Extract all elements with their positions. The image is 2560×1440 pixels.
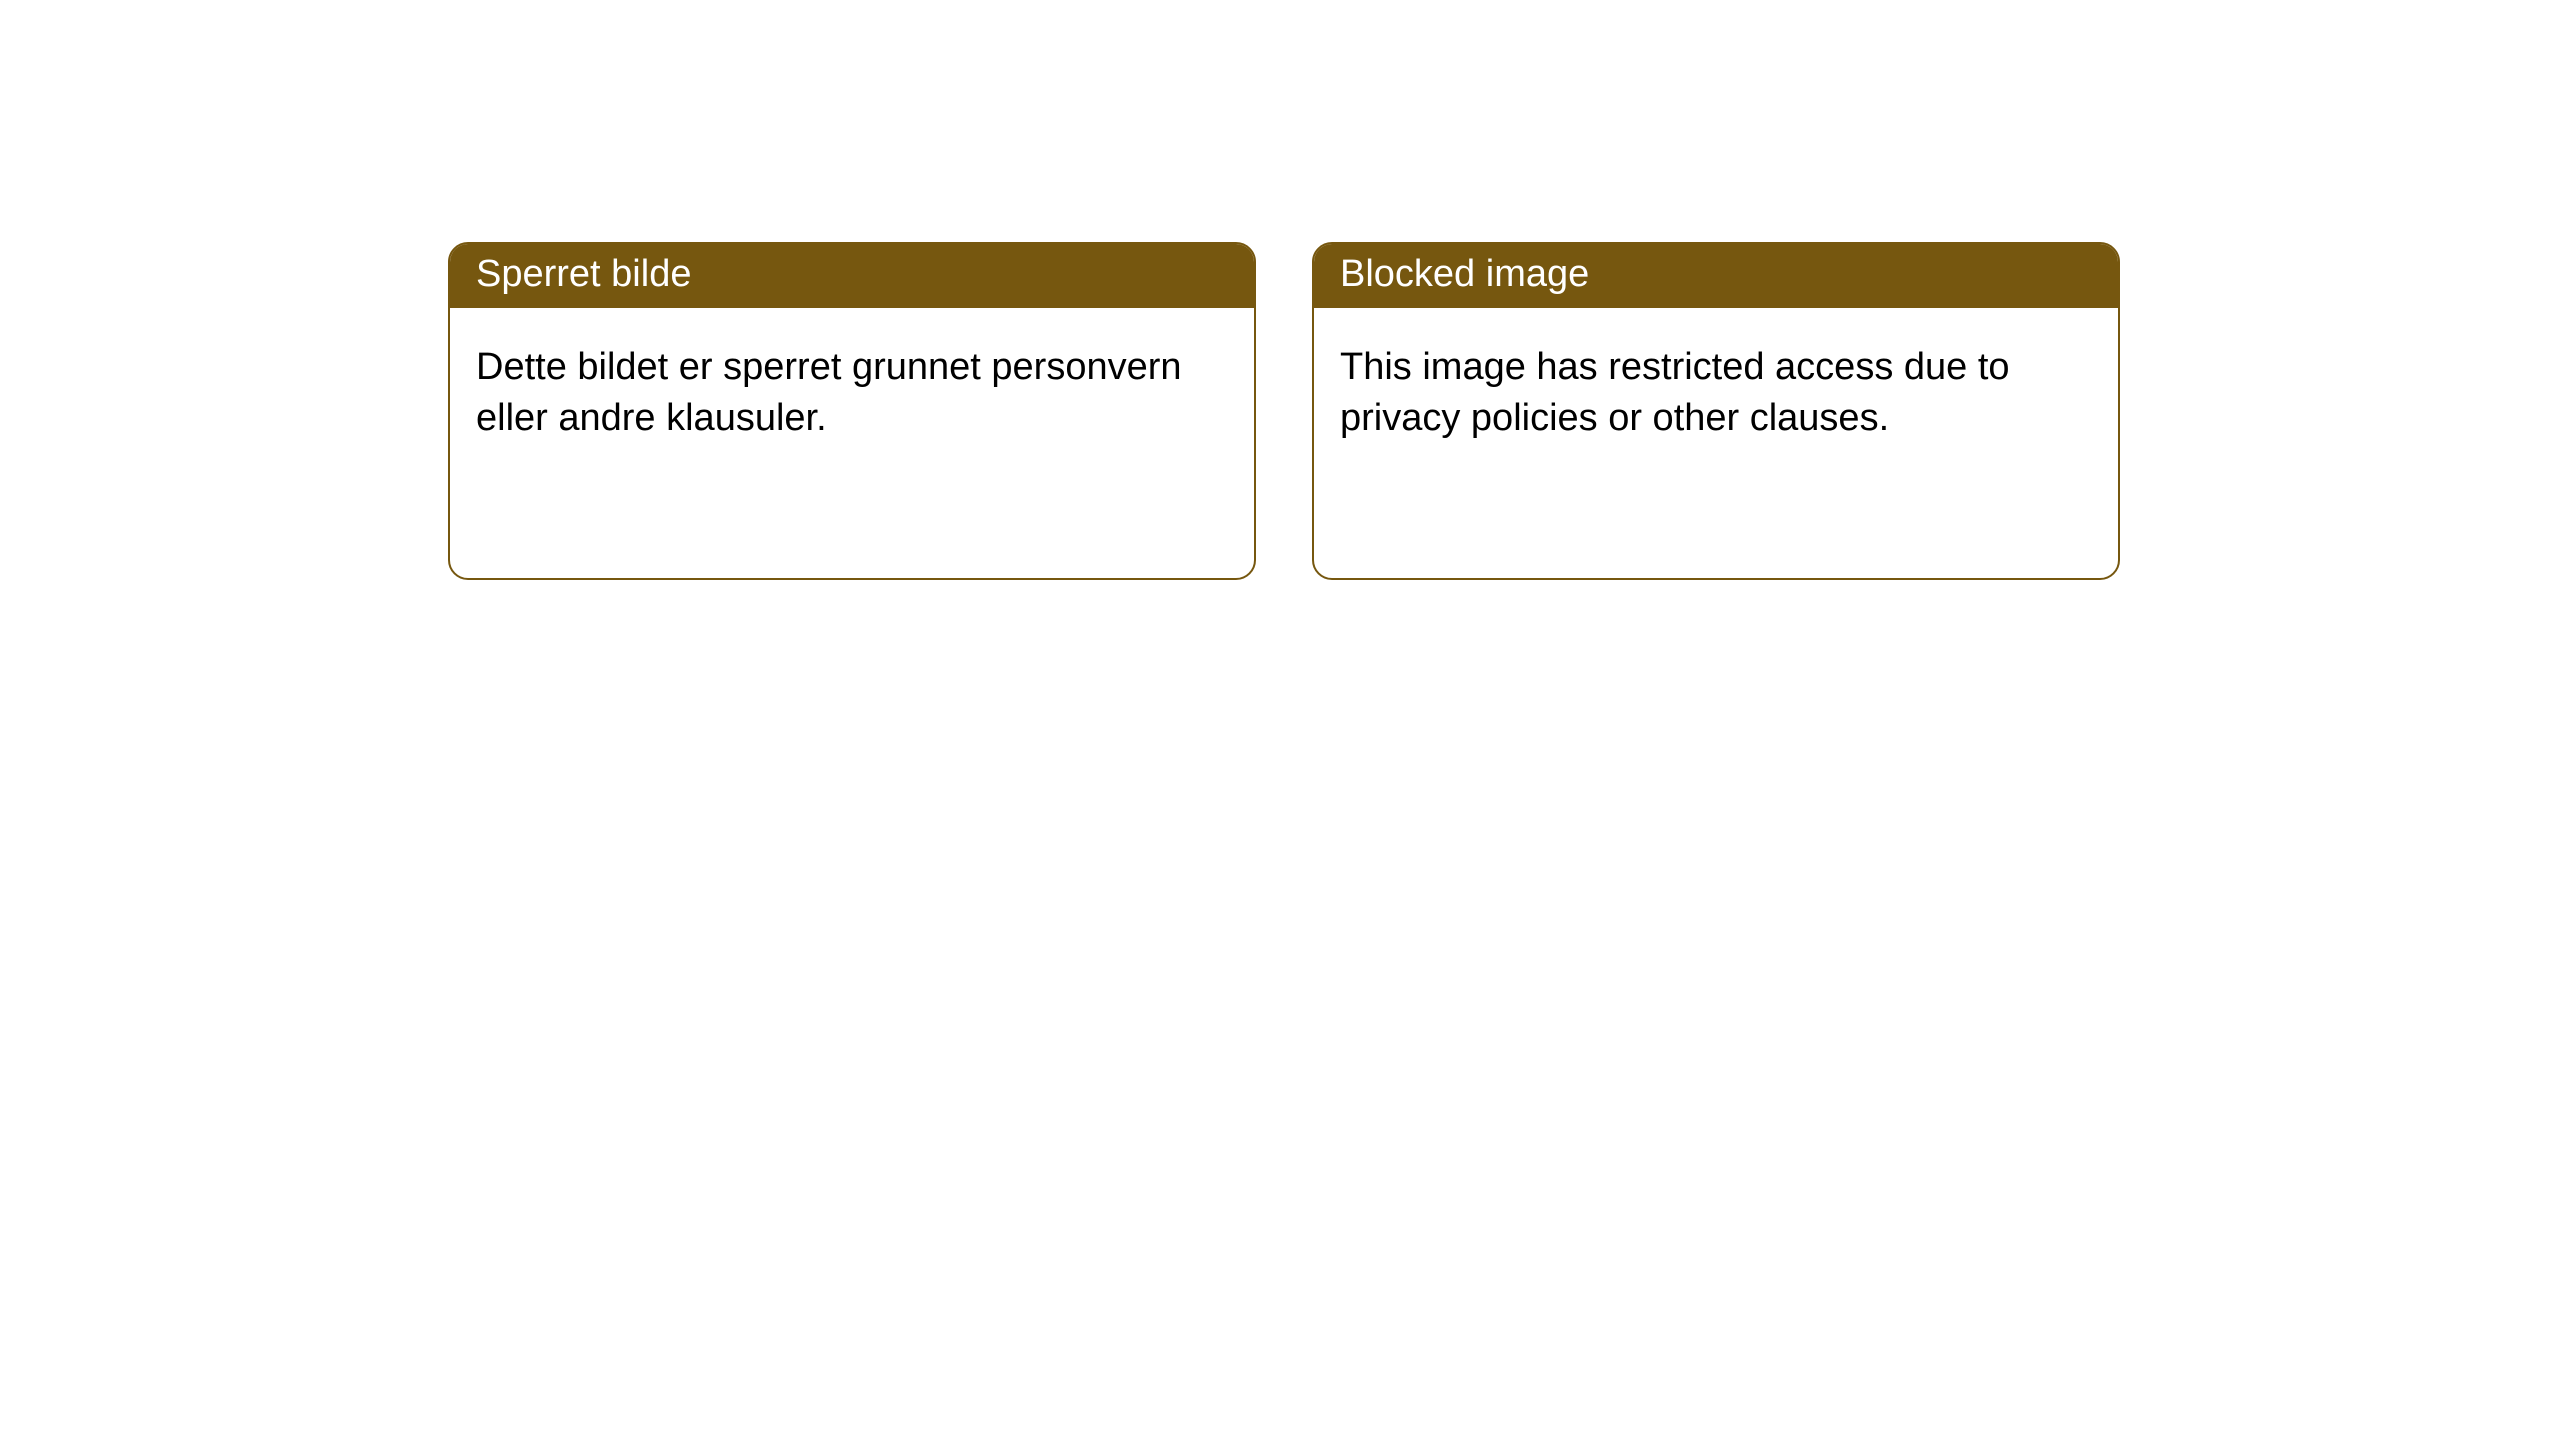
notice-card-title: Sperret bilde (450, 244, 1254, 308)
notice-card-english: Blocked image This image has restricted … (1312, 242, 2120, 580)
notice-card-body: Dette bildet er sperret grunnet personve… (450, 308, 1254, 479)
notice-cards-container: Sperret bilde Dette bildet er sperret gr… (0, 0, 2560, 580)
notice-card-title: Blocked image (1314, 244, 2118, 308)
notice-card-norwegian: Sperret bilde Dette bildet er sperret gr… (448, 242, 1256, 580)
notice-card-body: This image has restricted access due to … (1314, 308, 2118, 479)
